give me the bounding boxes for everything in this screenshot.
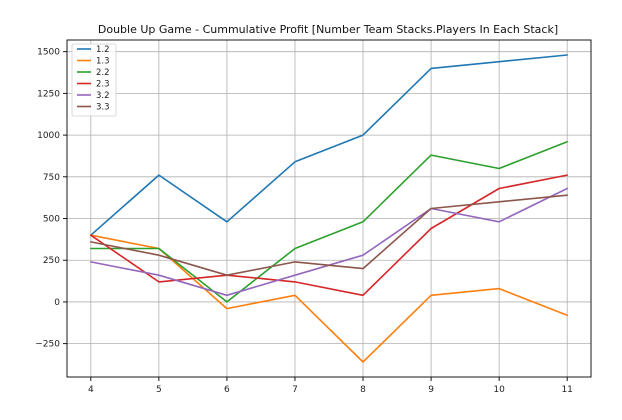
- x-tick-label: 5: [156, 385, 162, 395]
- legend: 1.2 1.32.2 2.33.2 3.3: [71, 43, 117, 117]
- legend-label: 3.2: [96, 91, 110, 101]
- legend-label: 2.3: [96, 80, 110, 90]
- legend-label: 2.2: [96, 68, 110, 78]
- x-tick-label: 11: [561, 385, 572, 395]
- y-axis: −250 0 250 500 750 1000 1250 1500: [35, 48, 67, 350]
- x-tick-label: 9: [428, 385, 434, 395]
- y-tick-label: −250: [35, 340, 60, 350]
- y-tick-label: 250: [43, 256, 60, 266]
- series-line-2.3: [90, 174, 569, 297]
- series-line-1.3: [90, 234, 569, 363]
- y-tick-label: 0: [54, 298, 60, 308]
- y-tick-label: 1500: [37, 48, 60, 58]
- x-tick-label: 10: [493, 385, 505, 395]
- x-axis: 4 5 6 7 8 9 10 11: [88, 377, 573, 395]
- y-tick-label: 1250: [37, 89, 60, 99]
- legend-label: 1.2: [96, 45, 110, 55]
- plot-series: [90, 54, 569, 363]
- y-tick-label: 750: [43, 173, 60, 183]
- chart-title: Double Up Game - Cummulative Profit [Num…: [98, 23, 558, 36]
- legend-label: 3.3: [96, 103, 110, 113]
- plot-frame: [66, 39, 592, 378]
- series-line-2.2: [90, 141, 569, 303]
- x-tick-label: 8: [360, 385, 366, 395]
- x-tick-label: 7: [292, 385, 298, 395]
- x-tick-label: 4: [88, 385, 94, 395]
- series-line-1.2: [90, 54, 569, 236]
- grid: [67, 40, 591, 377]
- legend-box: [71, 43, 117, 117]
- legend-label: 1.3: [96, 57, 110, 67]
- series-line-3.3: [90, 194, 569, 277]
- y-tick-label: 1000: [37, 131, 60, 141]
- y-tick-label: 500: [43, 215, 60, 225]
- series-line-3.2: [90, 187, 569, 297]
- x-tick-label: 6: [224, 385, 230, 395]
